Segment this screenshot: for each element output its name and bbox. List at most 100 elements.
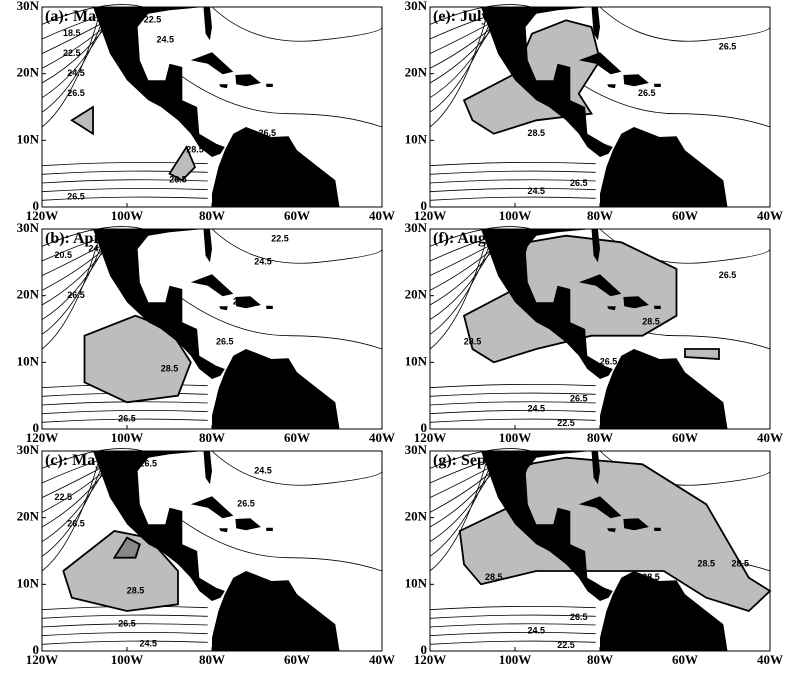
- y-tick-label: 0: [33, 198, 40, 213]
- land: [578, 52, 622, 75]
- contour-line: [41, 187, 208, 193]
- contour-label: 28.5: [464, 337, 482, 347]
- x-tick-label: 60W: [672, 652, 698, 667]
- land: [481, 229, 613, 379]
- contour-line: [41, 623, 208, 628]
- land: [219, 306, 228, 311]
- panel-title: (b): April: [45, 230, 110, 247]
- contour-label: 26.5: [118, 619, 136, 629]
- contour-label: 28.5: [127, 585, 145, 595]
- y-tick-label: 20N: [17, 509, 40, 524]
- contour-label: 28.5: [642, 317, 660, 327]
- x-tick-label: 100W: [499, 430, 532, 445]
- contour-label: 24.5: [67, 68, 85, 78]
- x-tick-label: 100W: [111, 652, 144, 667]
- land: [93, 451, 225, 601]
- contour-line: [177, 295, 383, 350]
- x-tick-label: 60W: [284, 652, 310, 667]
- contour-label: 28.5: [161, 363, 179, 373]
- x-tick-label: 40W: [757, 652, 783, 667]
- y-tick-label: 30N: [405, 0, 428, 13]
- contour-line: [211, 6, 383, 42]
- contour-label: 24.5: [139, 639, 157, 649]
- panel-title: (a): March: [45, 8, 119, 25]
- contour-label: 22.5: [144, 15, 162, 25]
- contour-label: 26.5: [67, 191, 85, 201]
- warm-pool: [168, 145, 197, 182]
- contour-line: [429, 187, 596, 193]
- land: [654, 83, 661, 87]
- x-tick-label: 40W: [757, 430, 783, 445]
- contour-label: 28.5: [527, 128, 545, 138]
- land: [93, 7, 225, 157]
- contour-line: [41, 614, 208, 619]
- contour-line: [41, 640, 208, 645]
- map-panel: 20.5 24.5 22.5 24.5 26.5 26.5 26.5 28.5 26.5 (b):…: [17, 220, 395, 445]
- contour-line: [429, 383, 596, 389]
- y-tick-label: 20N: [405, 65, 428, 80]
- warm-pool: [83, 314, 192, 404]
- x-tick-label: 100W: [499, 208, 532, 223]
- y-tick-label: 30N: [17, 220, 40, 235]
- land: [219, 528, 228, 533]
- x-tick-label: 80W: [587, 652, 613, 667]
- y-tick-label: 30N: [17, 442, 40, 457]
- land: [623, 518, 649, 531]
- contour-label: 24.5: [527, 403, 545, 413]
- contour-line: [429, 196, 596, 201]
- x-tick-label: 120W: [414, 430, 447, 445]
- panel-title: (c): May: [45, 452, 103, 469]
- x-tick-label: 80W: [199, 430, 225, 445]
- land: [607, 528, 616, 533]
- x-tick-label: 60W: [284, 430, 310, 445]
- contour-label: 22.5: [271, 233, 289, 243]
- land: [600, 127, 728, 207]
- land: [190, 496, 234, 519]
- land: [266, 527, 273, 531]
- map-panel: 26.5 28.5 28.5 26.5 26.5 24.5 22.5 (f): August 1…: [405, 220, 783, 445]
- land: [591, 451, 600, 485]
- land: [591, 7, 600, 41]
- x-tick-label: 100W: [111, 430, 144, 445]
- x-tick-label: 100W: [499, 652, 532, 667]
- contour-label: 24.5: [527, 186, 545, 196]
- contour-label: 26.5: [600, 357, 618, 367]
- contour-label: 26.5: [67, 290, 85, 300]
- y-tick-label: 0: [421, 642, 428, 657]
- land: [190, 52, 234, 75]
- land: [654, 305, 661, 309]
- contour-line: [429, 179, 596, 184]
- y-tick-label: 10N: [405, 353, 428, 368]
- y-tick-label: 0: [421, 198, 428, 213]
- contour-label: 28.5: [642, 572, 660, 582]
- y-tick-label: 0: [421, 420, 428, 435]
- contour-label: 26.5: [118, 413, 136, 423]
- y-tick-label: 10N: [17, 131, 40, 146]
- land: [578, 496, 622, 519]
- land: [607, 306, 616, 311]
- contour-line: [211, 228, 383, 264]
- land: [623, 74, 649, 87]
- contour-label: 26.5: [570, 612, 588, 622]
- contour-label: 26.5: [237, 499, 255, 509]
- y-tick-label: 20N: [17, 65, 40, 80]
- y-tick-label: 30N: [17, 0, 40, 13]
- warm-pool: [62, 530, 179, 612]
- contour-line: [429, 418, 596, 423]
- y-tick-label: 0: [33, 420, 40, 435]
- contour-label: 24.5: [254, 257, 272, 267]
- contour-label: 26.5: [719, 270, 737, 280]
- land: [266, 305, 273, 309]
- contour-label: 26.5: [233, 297, 251, 307]
- y-tick-label: 20N: [17, 287, 40, 302]
- x-tick-label: 120W: [414, 652, 447, 667]
- y-tick-label: 20N: [405, 509, 428, 524]
- panel-title: (g): September: [433, 452, 535, 469]
- contour-line: [41, 196, 208, 201]
- contour-line: [429, 640, 596, 645]
- contour-label: 26.5: [216, 337, 234, 347]
- contour-label: 26.5: [169, 175, 187, 185]
- contour-line: [429, 401, 596, 406]
